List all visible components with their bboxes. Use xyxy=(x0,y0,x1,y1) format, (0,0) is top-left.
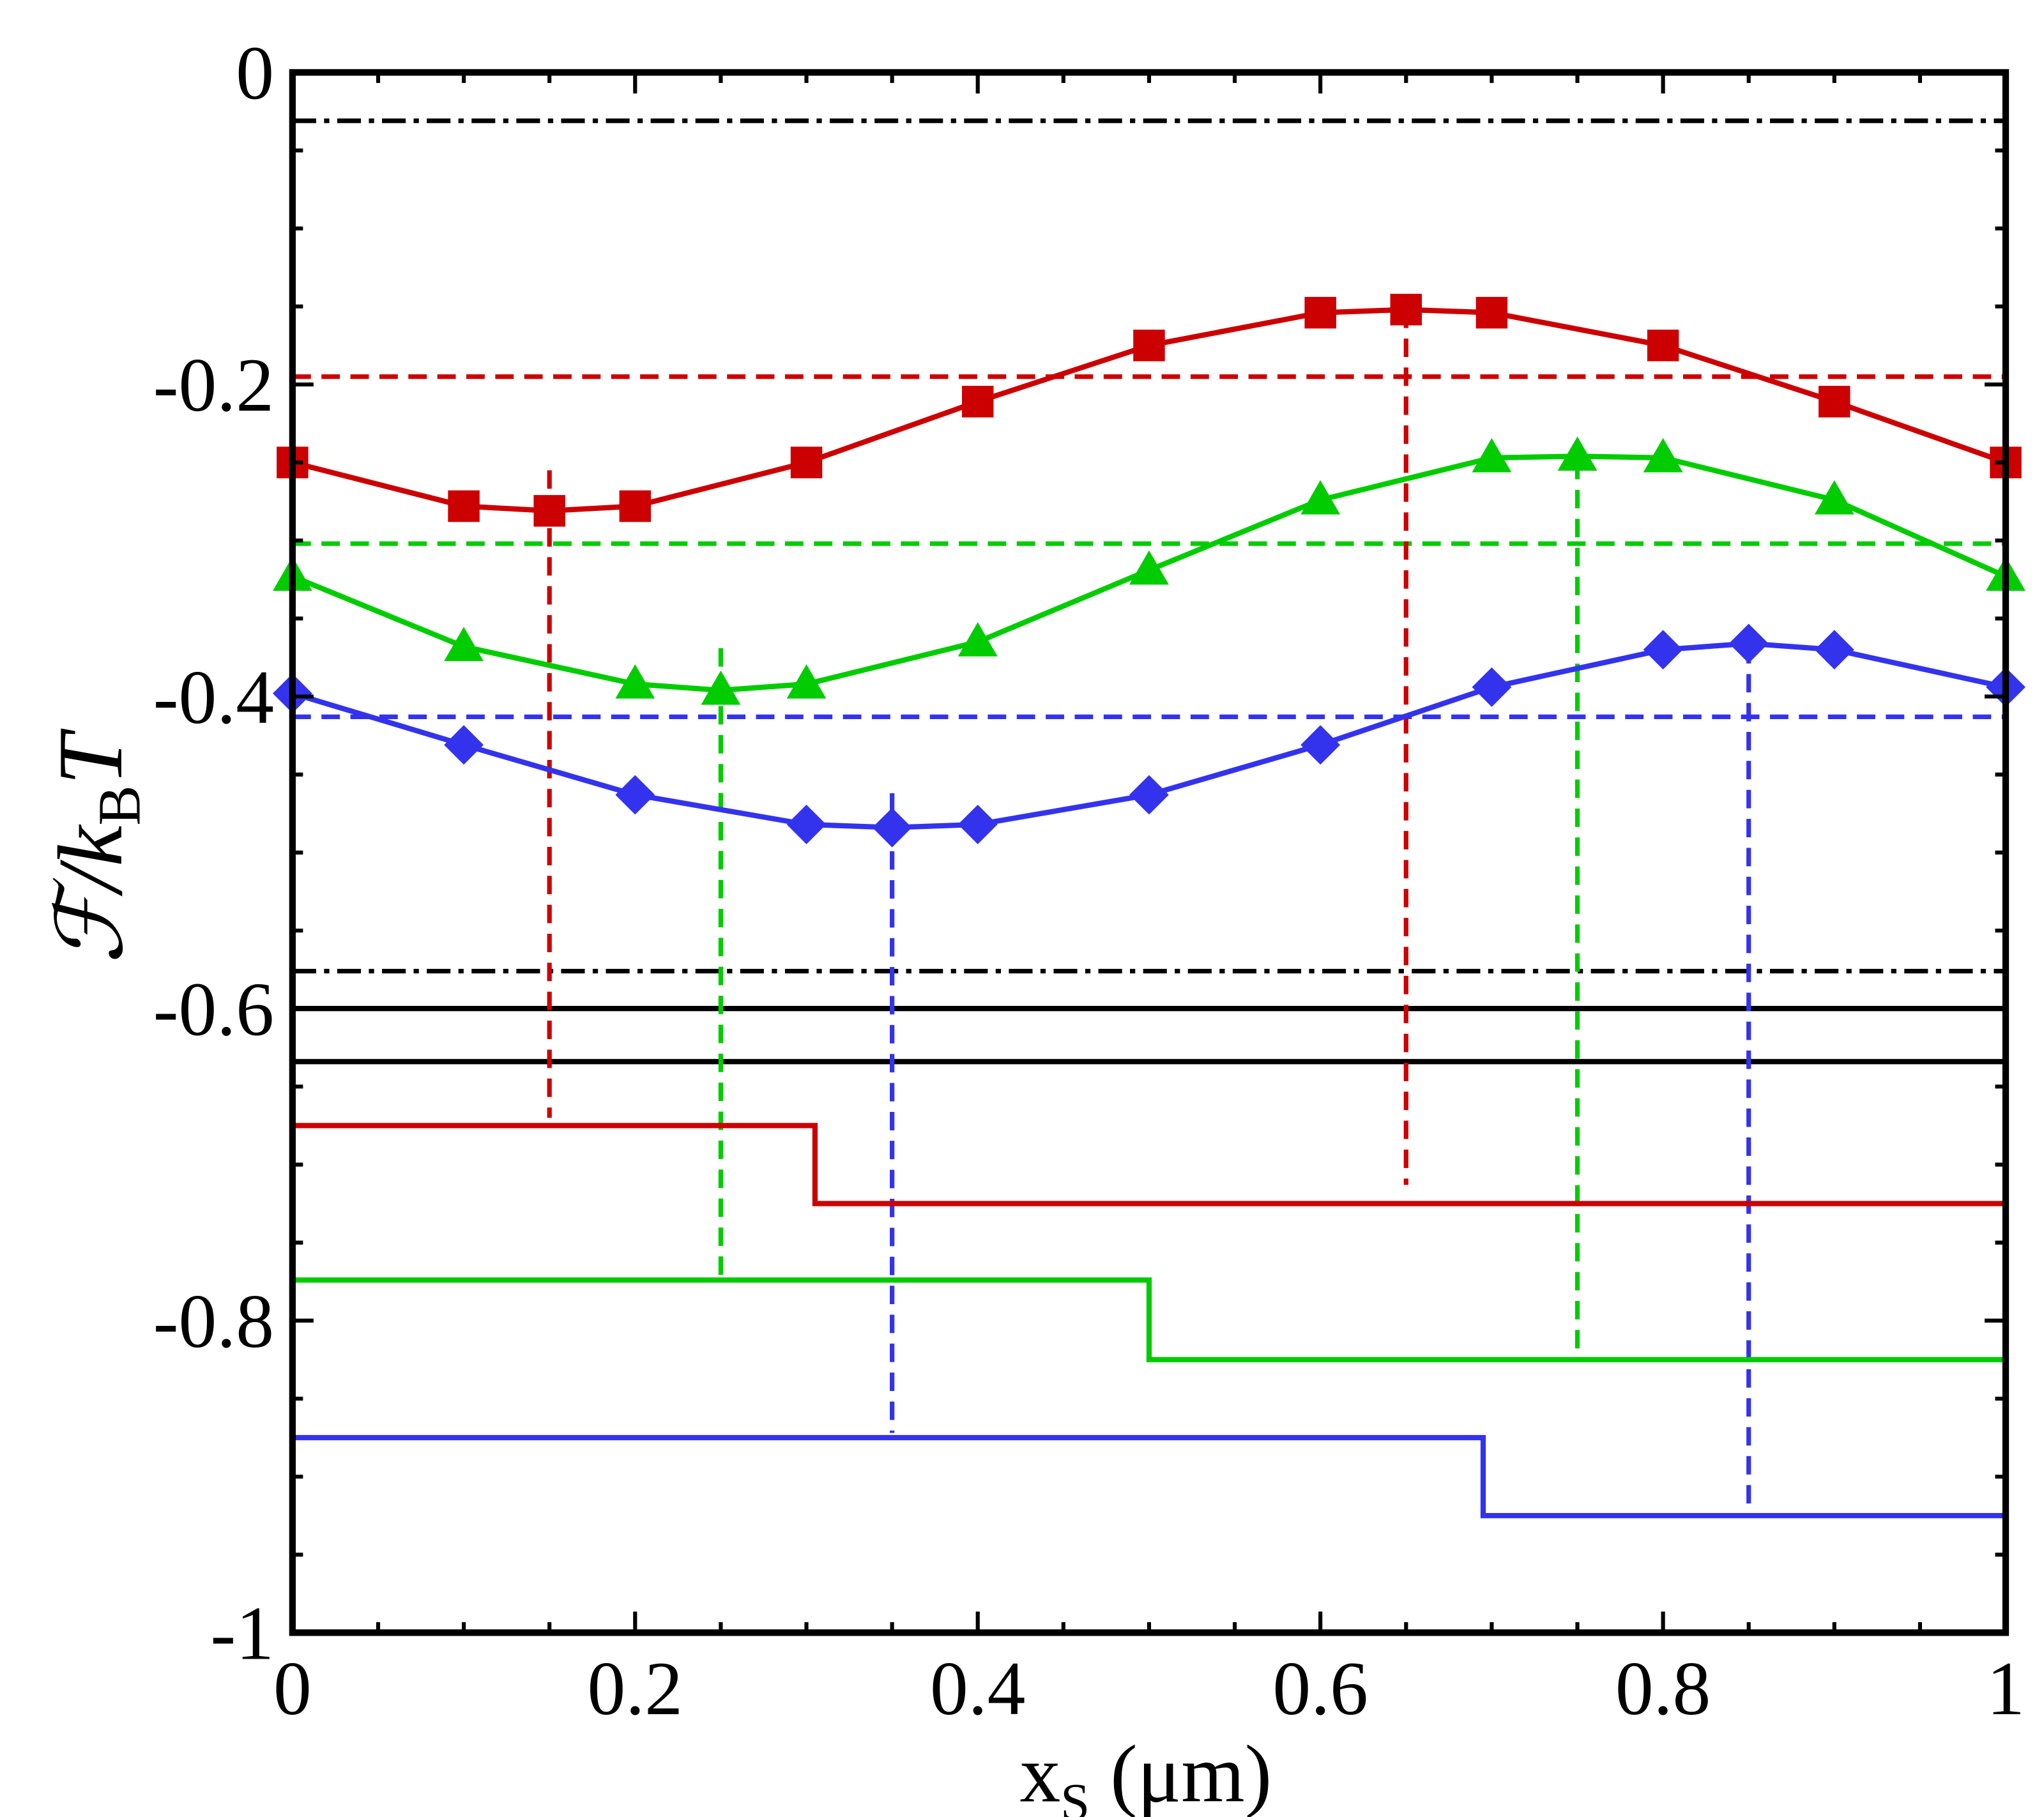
y-tick-label: -0.6 xyxy=(153,966,274,1051)
x-tick-label: 0 xyxy=(273,1646,312,1731)
marker xyxy=(1304,296,1336,329)
marker xyxy=(1814,480,1854,515)
x-tick-label: 0.6 xyxy=(1272,1646,1368,1731)
x-label-sub: S xyxy=(1060,1773,1090,1817)
marker xyxy=(786,804,827,844)
marker xyxy=(1300,725,1341,765)
marker xyxy=(615,775,655,815)
marker xyxy=(1129,550,1169,585)
marker xyxy=(444,725,484,765)
y-tick-label: -1 xyxy=(210,1591,274,1676)
marker xyxy=(1129,775,1169,815)
marker xyxy=(1814,630,1854,670)
marker xyxy=(1133,330,1165,361)
x-tick-label: 0.8 xyxy=(1615,1646,1711,1731)
marker xyxy=(448,490,480,522)
marker xyxy=(1476,296,1508,329)
y-tick-label: -0.8 xyxy=(153,1279,274,1364)
y-tick-label: 0 xyxy=(236,31,274,116)
y-tick-label: -0.4 xyxy=(153,655,274,740)
y-label-main: ℱ/k xyxy=(40,824,142,965)
marker xyxy=(1643,630,1683,670)
marker xyxy=(1472,437,1512,473)
step-line xyxy=(292,1277,2006,1362)
marker xyxy=(444,627,484,662)
marker xyxy=(615,664,655,699)
marker xyxy=(619,490,652,522)
marker xyxy=(961,386,994,418)
marker xyxy=(1472,667,1512,707)
step-line xyxy=(292,1434,2006,1519)
x-tick-label: 0.2 xyxy=(588,1646,683,1731)
marker xyxy=(872,807,912,848)
marker xyxy=(1557,436,1598,471)
y-axis-label: ℱ/kBT xyxy=(40,728,153,964)
y-label-sub: B xyxy=(86,785,153,825)
x-label-tail: (μm) xyxy=(1090,1728,1272,1817)
x-axis-label: xS (μm) xyxy=(1019,1728,1272,1817)
marker xyxy=(790,446,823,478)
marker xyxy=(957,804,998,844)
marker xyxy=(1647,330,1679,361)
marker xyxy=(1390,293,1422,326)
marker xyxy=(701,670,741,705)
marker xyxy=(1300,480,1341,515)
y-tick-label: -0.2 xyxy=(153,342,274,427)
marker xyxy=(1728,623,1769,664)
marker xyxy=(1819,386,1850,418)
y-label-tail: T xyxy=(40,728,142,785)
marker xyxy=(957,622,998,657)
x-label-main: x xyxy=(1019,1728,1060,1817)
x-tick-label: 1 xyxy=(1987,1646,2025,1731)
x-tick-label: 0.4 xyxy=(930,1646,1025,1731)
marker xyxy=(533,495,565,527)
marker xyxy=(786,664,827,699)
step-line xyxy=(292,1123,2006,1206)
marker xyxy=(1643,437,1683,473)
